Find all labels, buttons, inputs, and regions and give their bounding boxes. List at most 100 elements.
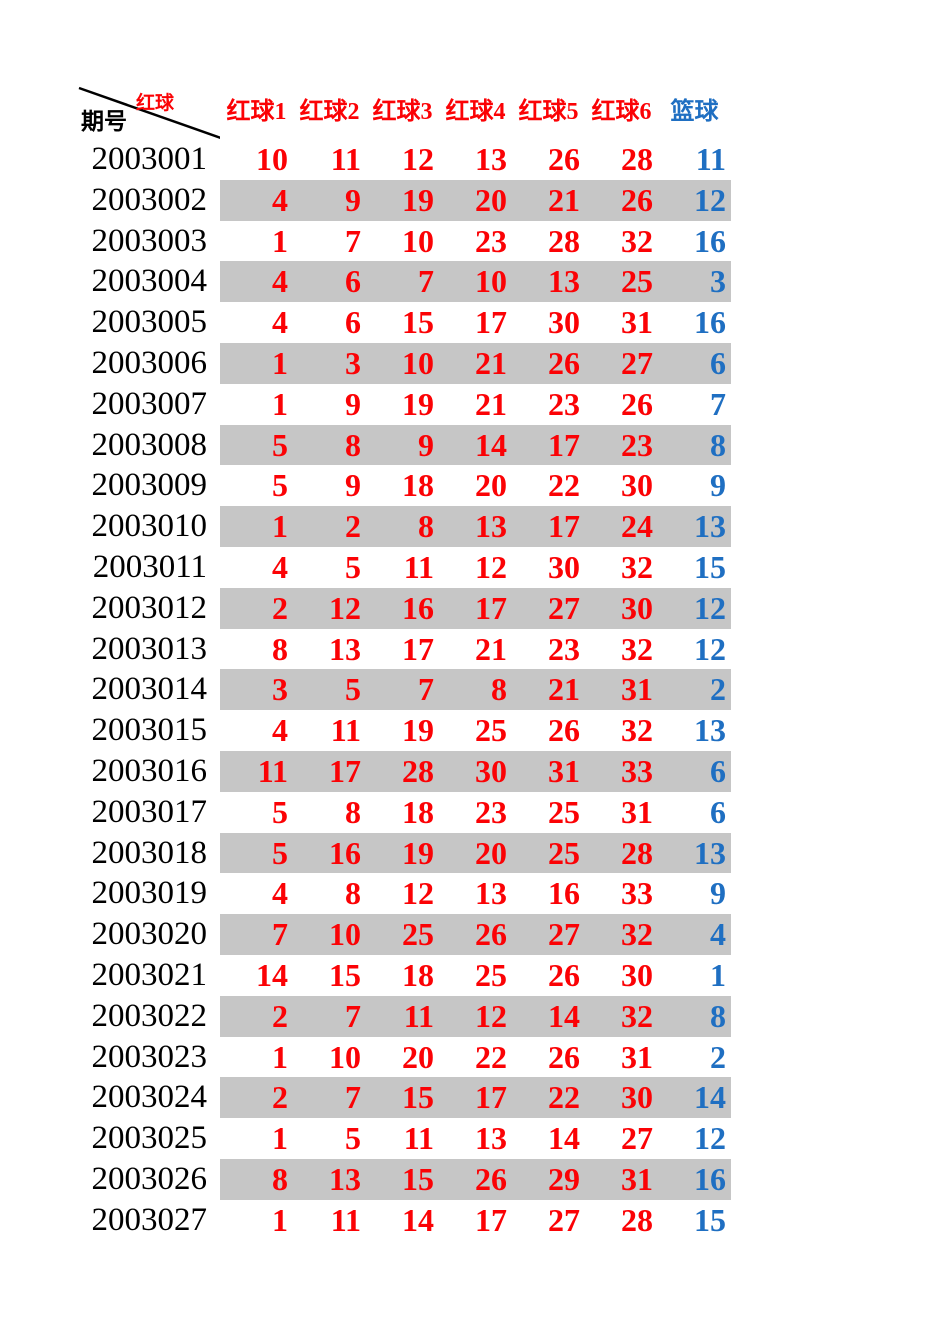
red-ball-cell: 26: [548, 1038, 580, 1075]
table-row: 2003002 4 9 19 20 21 26 12: [75, 179, 731, 221]
red-ball-cell: 22: [548, 1079, 580, 1116]
red-ball-cell: 28: [548, 222, 580, 259]
red-ball-cell: 12: [402, 875, 434, 912]
balls-group: 5 16 19 20 25 28 13: [220, 832, 731, 874]
red-ball-cell: 11: [403, 548, 434, 585]
red-ball-cell: 9: [345, 181, 361, 218]
column-headers: 红球1 红球2 红球3 红球4 红球5 红球6 篮球: [220, 85, 731, 139]
period-cell: 2003006: [91, 344, 208, 381]
period-cell: 2003026: [91, 1160, 208, 1197]
red-ball-cell: 27: [621, 344, 653, 381]
red-ball-cell: 19: [402, 385, 434, 422]
balls-group: 4 11 19 25 26 32 13: [220, 710, 731, 751]
blue-ball-cell: 6: [710, 793, 726, 830]
red-ball-cell: 7: [345, 222, 361, 259]
red-ball-cell: 13: [475, 875, 507, 912]
table-row: 2003004 4 6 7 10 13 25 3: [75, 261, 731, 303]
red-ball-cell: 20: [402, 1038, 434, 1075]
red-ball-cell: 19: [402, 181, 434, 218]
red-ball-cell: 4: [272, 712, 288, 749]
red-ball-cell: 20: [475, 181, 507, 218]
balls-group: 1 3 10 21 26 27 6: [220, 342, 731, 384]
red-ball-cell: 12: [402, 141, 434, 177]
red-ball-cell: 4: [272, 263, 288, 300]
balls-group: 10 11 12 13 26 28 11: [220, 139, 731, 180]
red-ball-cell: 2: [272, 997, 288, 1034]
red-ball-cell: 27: [621, 1120, 653, 1157]
balls-group: 8 13 15 26 29 31 16: [220, 1158, 731, 1200]
blue-ball-cell: 12: [694, 181, 726, 218]
column-header-red-ball-1: 红球1: [226, 99, 287, 125]
period-cell: 2003017: [91, 793, 208, 830]
red-ball-cell: 25: [475, 712, 507, 749]
red-ball-cell: 11: [403, 997, 434, 1034]
red-ball-cell: 1: [272, 1038, 288, 1075]
table-row: 2003003 1 7 10 23 28 32 16: [75, 221, 731, 262]
blue-ball-cell: 16: [694, 1160, 726, 1197]
red-ball-cell: 15: [402, 1160, 434, 1197]
table-row: 2003025 1 5 11 13 14 27 12: [75, 1118, 731, 1159]
red-ball-cell: 25: [475, 956, 507, 993]
column-header-red-ball-5: 红球5: [518, 99, 579, 125]
red-ball-cell: 4: [272, 181, 288, 218]
table-row: 2003010 1 2 8 13 17 24 13: [75, 506, 731, 547]
red-ball-cell: 23: [475, 793, 507, 830]
column-header-red-ball-4: 红球4: [445, 99, 506, 125]
red-ball-cell: 5: [272, 834, 288, 871]
balls-group: 5 9 18 20 22 30 9: [220, 465, 731, 506]
red-ball-cell: 30: [548, 304, 580, 341]
balls-group: 2 12 16 17 27 30 12: [220, 587, 731, 629]
table-row: 2003005 4 6 15 17 30 31 16: [75, 302, 731, 343]
blue-ball-cell: 14: [694, 1079, 726, 1116]
red-ball-cell: 11: [330, 1201, 361, 1238]
period-cell: 2003010: [91, 508, 208, 545]
table-row: 2003019 4 8 12 13 16 33 9: [75, 873, 731, 914]
blue-ball-cell: 16: [694, 304, 726, 341]
table-header-row: 红球 期号 红球1 红球2 红球3 红球4 红球5 红球6 篮球: [75, 85, 731, 139]
red-ball-cell: 13: [475, 1120, 507, 1157]
balls-group: 5 8 9 14 17 23 8: [220, 424, 731, 466]
period-cell: 2003024: [91, 1079, 208, 1116]
red-ball-cell: 14: [475, 426, 507, 463]
red-ball-cell: 20: [475, 834, 507, 871]
blue-ball-cell: 9: [710, 467, 726, 504]
red-ball-cell: 31: [621, 671, 653, 708]
period-cell: 2003004: [91, 263, 208, 300]
red-ball-cell: 11: [330, 141, 361, 177]
red-ball-cell: 12: [475, 997, 507, 1034]
red-ball-cell: 9: [418, 426, 434, 463]
table-row: 2003015 4 11 19 25 26 32 13: [75, 710, 731, 751]
red-ball-cell: 27: [548, 1201, 580, 1238]
red-ball-cell: 30: [621, 467, 653, 504]
red-ball-cell: 19: [402, 712, 434, 749]
red-ball-cell: 13: [548, 263, 580, 300]
red-ball-cell: 6: [345, 263, 361, 300]
table-row: 2003024 2 7 15 17 22 30 14: [75, 1077, 731, 1119]
blue-ball-cell: 1: [710, 956, 726, 993]
red-ball-cell: 13: [475, 141, 507, 177]
table-row: 2003022 2 7 11 12 14 32 8: [75, 995, 731, 1037]
period-cell: 2003014: [91, 671, 208, 708]
red-ball-cell: 5: [272, 793, 288, 830]
red-ball-cell: 16: [402, 589, 434, 626]
red-ball-cell: 11: [257, 752, 288, 789]
balls-group: 5 8 18 23 25 31 6: [220, 792, 731, 833]
balls-group: 14 15 18 25 26 30 1: [220, 955, 731, 996]
blue-ball-cell: 6: [710, 344, 726, 381]
red-ball-cell: 30: [621, 956, 653, 993]
red-ball-cell: 21: [475, 630, 507, 667]
red-ball-cell: 32: [621, 630, 653, 667]
corner-label-period: 期号: [81, 109, 127, 134]
red-ball-cell: 7: [345, 997, 361, 1034]
blue-ball-cell: 2: [710, 671, 726, 708]
red-ball-cell: 8: [345, 793, 361, 830]
blue-ball-cell: 4: [710, 916, 726, 953]
red-ball-cell: 15: [402, 304, 434, 341]
red-ball-cell: 4: [272, 548, 288, 585]
red-ball-cell: 31: [621, 793, 653, 830]
red-ball-cell: 32: [621, 997, 653, 1034]
red-ball-cell: 17: [475, 589, 507, 626]
red-ball-cell: 33: [621, 752, 653, 789]
red-ball-cell: 2: [272, 589, 288, 626]
red-ball-cell: 25: [621, 263, 653, 300]
